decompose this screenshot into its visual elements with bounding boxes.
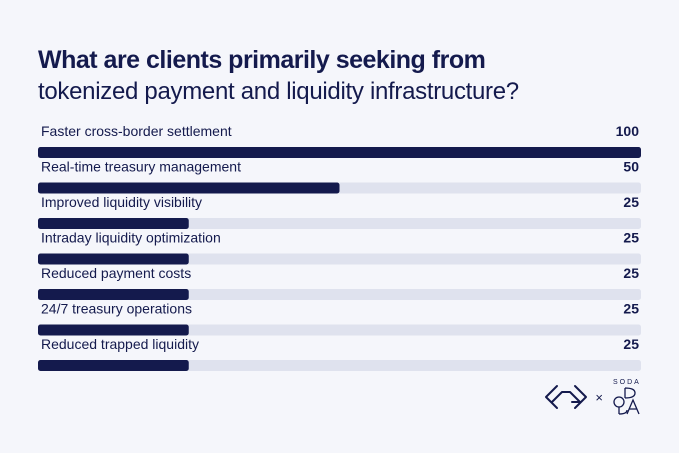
bar-value-label: 25 [623, 265, 639, 281]
bar-value-label: 25 [623, 230, 639, 246]
bar-label: Improved liquidity visibility [41, 194, 202, 210]
bar-label: Real-time treasury management [41, 159, 241, 175]
soda-logo-text: SODA [613, 379, 641, 386]
bar [38, 182, 340, 194]
footer-logos: × SODA [543, 378, 643, 416]
bar-value-label: 50 [623, 159, 639, 175]
arrows-logo-icon [545, 385, 588, 409]
bar [38, 218, 189, 229]
bar [38, 289, 189, 300]
bar [38, 253, 189, 265]
chart-title-line-1: What are clients primarily seeking from [38, 46, 486, 74]
bar-label: Faster cross-border settlement [41, 123, 232, 139]
bar [38, 147, 641, 158]
bar-value-label: 25 [623, 336, 639, 352]
bar-label: Reduced payment costs [41, 265, 191, 281]
bar-value-label: 25 [623, 194, 639, 210]
bar [38, 360, 189, 371]
bar-value-label: 100 [616, 123, 640, 139]
bar-value-label: 25 [623, 301, 639, 317]
soda-logo-icon: SODA [613, 379, 641, 415]
bar-label: 24/7 treasury operations [41, 301, 192, 317]
chart-title-line-2: tokenized payment and liquidity infrastr… [38, 78, 519, 105]
bar-label: Intraday liquidity optimization [41, 230, 221, 246]
bar [38, 324, 189, 336]
logo-separator: × [595, 389, 603, 405]
chart-title: What are clients primarily seeking from … [38, 44, 648, 108]
bar-label: Reduced trapped liquidity [41, 336, 199, 352]
